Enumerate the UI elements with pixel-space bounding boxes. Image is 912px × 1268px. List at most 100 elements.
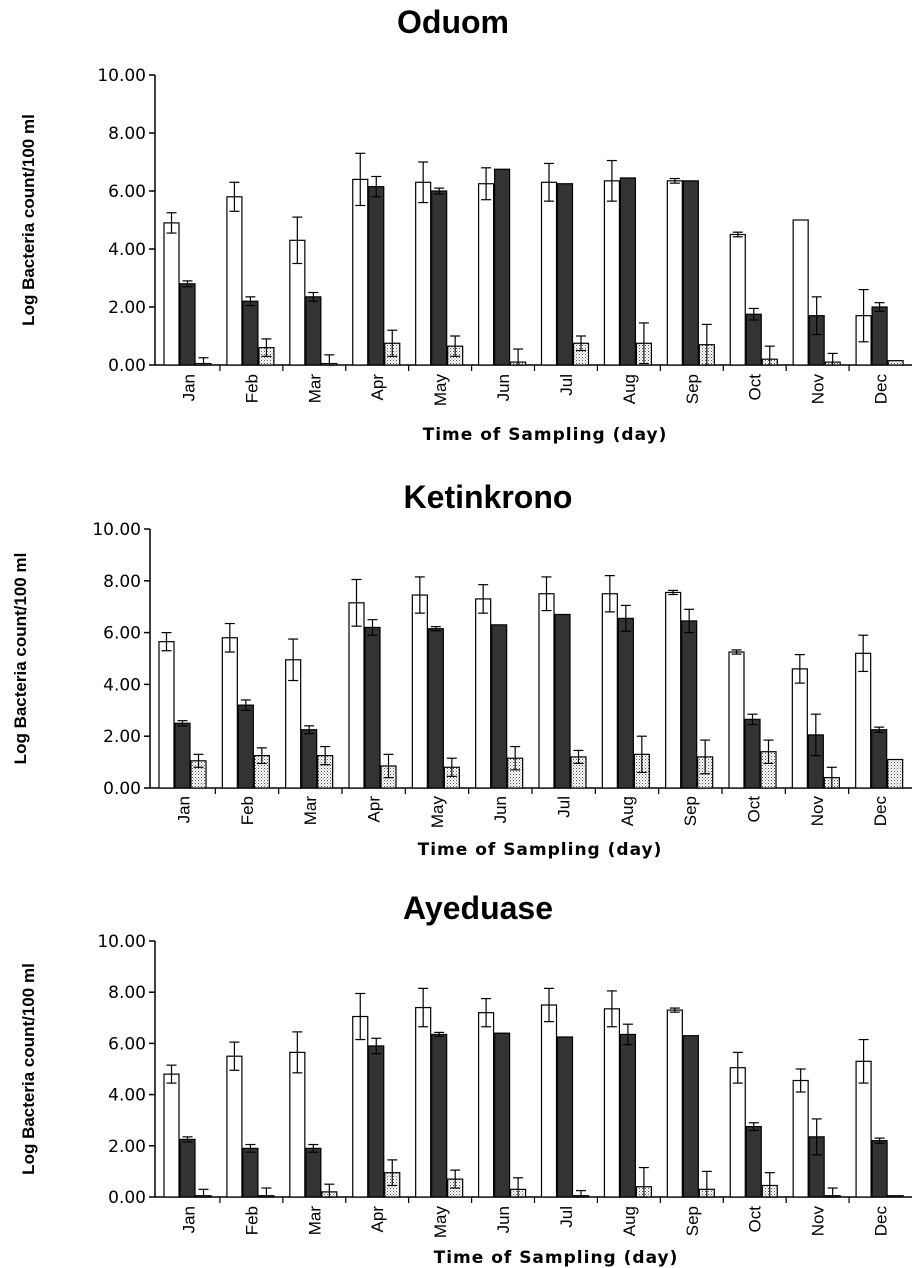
x-tick-label: Jan	[179, 374, 198, 401]
bar-Oct-series-1	[728, 651, 745, 789]
bar-Jun-series-1	[475, 598, 492, 789]
x-tick-label: Oct	[746, 1206, 765, 1233]
y-tick-label: 8.00	[108, 983, 146, 1003]
bar-Jun-series-2	[493, 168, 511, 366]
bar-Oct-series-2	[745, 1125, 762, 1198]
bar-Oct-series-2	[744, 718, 761, 789]
x-tick-label: Nov	[809, 1206, 828, 1237]
x-tick-label: May	[431, 1206, 450, 1239]
x-tick-label: Aug	[618, 796, 637, 826]
chart-2: Ketinkrono 0.00 2.00 4.00 6.00 8.00 10.00 Log B…	[11, 479, 912, 860]
bar-May-series-2	[431, 190, 448, 366]
x-axis-label: Time of Sampling (day)	[434, 1248, 679, 1268]
y-tick-label: 4.00	[103, 675, 141, 695]
bar-Feb-series-1	[226, 1055, 243, 1198]
bar-Jul-series-1	[538, 593, 555, 789]
bar-Apr-series-1	[352, 178, 369, 366]
x-tick-label: Jun	[491, 796, 510, 823]
bar-Jan-series-1	[163, 1073, 180, 1198]
x-tick-label: Sep	[683, 374, 702, 404]
bar-Jun-series-1	[477, 183, 495, 366]
bar-Jan-series-2	[174, 722, 191, 789]
y-axis-label: Log Bacteria count/100 ml	[11, 553, 30, 765]
x-tick-label: Apr	[368, 1206, 387, 1233]
bar-Aug-series-1	[603, 1008, 621, 1198]
bar-Dec-series-2	[871, 1140, 888, 1198]
x-tick-label: Feb	[238, 796, 257, 825]
bar-Jan-series-1	[163, 222, 180, 366]
x-tick-label: Dec	[872, 374, 891, 405]
bar-Aug-series-2	[617, 617, 634, 789]
bar-Feb-series-2	[242, 300, 259, 366]
y-tick-label: 0.00	[103, 779, 141, 799]
bar-May-series-1	[411, 594, 428, 789]
x-tick-label: Jun	[494, 1206, 513, 1233]
x-tick-label: Jun	[494, 374, 513, 401]
x-tick-label: Nov	[808, 796, 827, 827]
chart-title: Oduom	[397, 4, 509, 40]
bar-Jun-series-2	[493, 1032, 511, 1198]
chart-3: Ayeduase 0.00 2.00 4.00 6.00 8.00 10.00 Log Bac…	[19, 890, 912, 1268]
bar-Jul-series-1	[540, 181, 558, 366]
bar-Jun-series-2	[491, 624, 508, 789]
x-tick-label: Apr	[364, 796, 383, 823]
x-tick-label: Aug	[620, 1206, 639, 1236]
bar-Dec-series-3	[887, 1195, 904, 1198]
bar-Jul-series-1	[540, 1004, 558, 1198]
bar-Nov-series-1	[792, 219, 809, 366]
bar-Aug-series-1	[601, 593, 618, 789]
bar-Oct-series-1	[729, 233, 746, 366]
bar-Feb-series-1	[226, 196, 243, 366]
bar-Aug-series-2	[619, 177, 637, 366]
x-tick-label: Sep	[683, 1206, 702, 1236]
y-tick-label: 4.00	[108, 1086, 146, 1106]
x-tick-label: Oct	[746, 374, 765, 401]
bar-May-series-2	[431, 1033, 448, 1198]
bar-Sep-series-2	[681, 620, 698, 789]
bar-Sep-series-1	[666, 1009, 683, 1198]
bar-Apr-series-1	[352, 1015, 369, 1198]
bar-Sep-series-1	[666, 180, 683, 366]
bar-Oct-series-2	[745, 313, 762, 366]
x-axis-label: Time of Sampling (day)	[418, 840, 663, 860]
y-tick-label: 0.00	[108, 1188, 146, 1208]
x-tick-label: May	[428, 796, 447, 829]
chart-title: Ayeduase	[403, 890, 553, 926]
y-tick-label: 2.00	[103, 727, 141, 747]
bar-Jan-series-2	[179, 1138, 196, 1198]
y-tick-label: 0.00	[108, 356, 146, 376]
chart-1: Oduom 0.00 2.00 4.00 6.00 8.00 10.00 Log Bacter…	[19, 4, 912, 445]
x-tick-label: Sep	[681, 796, 700, 826]
x-tick-label: Jan	[179, 1206, 198, 1233]
x-tick-label: Dec	[872, 1206, 891, 1237]
y-tick-label: 6.00	[108, 182, 146, 202]
bar-Sep-series-2	[682, 180, 699, 366]
bar-Jan-series-2	[179, 283, 196, 366]
x-tick-label: Mar	[305, 1206, 324, 1236]
bar-Dec-series-3	[887, 758, 904, 789]
y-tick-label: 8.00	[108, 124, 146, 144]
bar-Jan-series-1	[158, 641, 175, 789]
x-tick-label: Mar	[301, 796, 320, 826]
bar-May-series-2	[427, 628, 444, 789]
bar-Mar-series-1	[289, 1051, 306, 1198]
bar-Jul-series-2	[556, 183, 574, 366]
bar-Apr-series-1	[348, 602, 365, 789]
y-tick-label: 2.00	[108, 298, 146, 318]
bar-Sep-series-1	[665, 591, 682, 789]
y-tick-label: 8.00	[103, 572, 141, 592]
bar-May-series-1	[415, 181, 432, 366]
bar-Dec-series-3	[887, 360, 904, 366]
chart-title: Ketinkrono	[404, 479, 573, 515]
x-tick-label: Jul	[554, 796, 573, 818]
bar-Apr-series-2	[368, 186, 385, 366]
bar-Feb-series-2	[242, 1147, 259, 1198]
x-axis-label: Time of Sampling (day)	[423, 425, 668, 445]
bar-Aug-series-2	[619, 1033, 637, 1198]
bar-Mar-series-2	[305, 296, 322, 366]
x-tick-label: Oct	[744, 796, 763, 823]
x-tick-label: Mar	[305, 374, 324, 404]
bar-Oct-series-1	[729, 1067, 746, 1198]
bar-Mar-series-2	[301, 729, 318, 789]
